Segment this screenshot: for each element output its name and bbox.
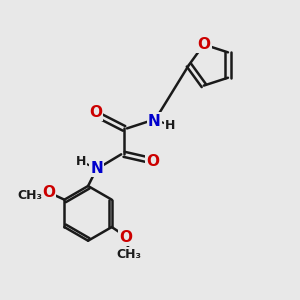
Text: O: O: [197, 37, 210, 52]
Text: CH₃: CH₃: [117, 248, 142, 261]
Text: O: O: [146, 154, 159, 169]
Text: O: O: [42, 185, 55, 200]
Text: O: O: [120, 230, 133, 244]
Text: O: O: [89, 105, 102, 120]
Text: N: N: [90, 161, 103, 176]
Text: N: N: [148, 114, 161, 129]
Text: CH₃: CH₃: [17, 189, 42, 202]
Text: H: H: [165, 119, 175, 132]
Text: H: H: [76, 155, 86, 168]
